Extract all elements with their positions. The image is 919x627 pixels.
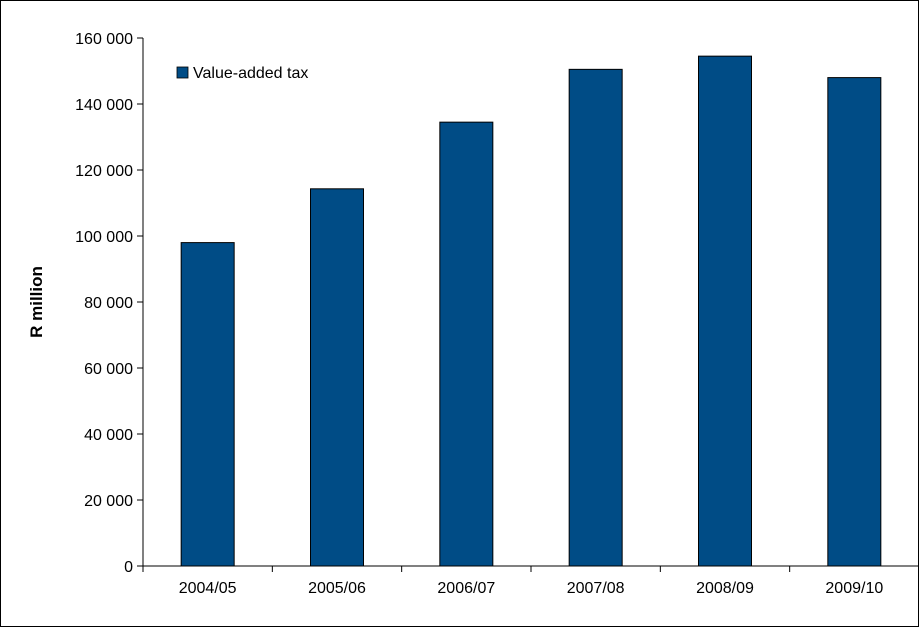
bar-2006-07 [439, 121, 494, 567]
y-tick-label: 120 000 [75, 163, 133, 180]
y-tick-label: 80 000 [84, 295, 133, 312]
bar-2005-06 [310, 188, 364, 567]
y-tick-label: 40 000 [84, 427, 133, 444]
legend: Value-added tax [176, 65, 308, 82]
x-tick-label: 2009/10 [825, 580, 883, 597]
legend-swatch [176, 66, 189, 79]
bar-2004-05 [180, 242, 235, 567]
y-axis-ticks: 0 20 000 40 000 60 000 80 000 100 000 120 000 1… [75, 31, 143, 576]
x-tick-label: 2007/08 [567, 580, 625, 597]
axes [142, 38, 919, 567]
y-axis-label: R million [27, 266, 46, 338]
x-axis-ticks: 2004/05 2005/06 2006/07 2007/08 2008/09 2009/… [142, 566, 919, 597]
y-tick-label: 0 [124, 559, 133, 576]
y-tick-label: 100 000 [75, 229, 133, 246]
bars [180, 55, 882, 567]
x-tick-label: 2006/07 [437, 580, 495, 597]
x-tick-label: 2004/05 [179, 580, 237, 597]
x-tick-label: 2005/06 [308, 580, 366, 597]
y-tick-label: 20 000 [84, 493, 133, 510]
y-tick-label: 140 000 [75, 97, 133, 114]
legend-label: Value-added tax [193, 65, 308, 82]
y-tick-label: 160 000 [75, 31, 133, 48]
x-tick-label: 2008/09 [696, 580, 754, 597]
y-tick-label: 60 000 [84, 361, 133, 378]
bar-2009-10 [827, 77, 882, 567]
bar-2008-09 [698, 55, 752, 567]
bar-2007-08 [568, 68, 623, 567]
